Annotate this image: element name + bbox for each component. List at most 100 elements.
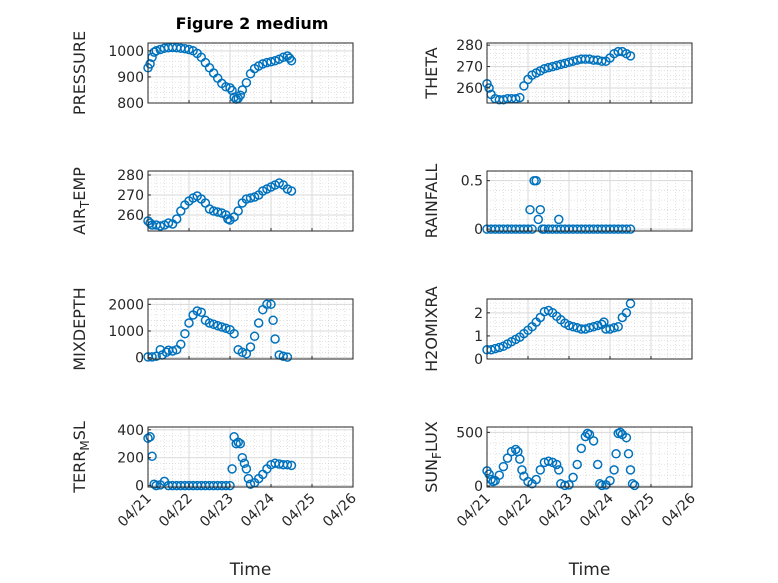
figure-title: Figure 2 medium [176,14,329,33]
plot-area [148,427,353,487]
data-point [145,218,155,228]
data-point [611,449,621,459]
data-point [282,352,293,362]
data-point [204,318,215,328]
data-point [245,342,256,352]
data-point [241,348,252,359]
data-point [519,81,529,91]
data-point [605,324,615,334]
x-tick-label: 04/21 [454,491,494,531]
data-point [151,46,161,56]
axes-box [486,298,693,360]
data-point [231,438,241,449]
data-point [161,347,172,358]
data-point [155,221,166,231]
data-point [167,346,178,356]
data-point [613,321,623,332]
data-point [208,319,219,330]
data-series [143,299,293,362]
data-point [192,306,202,316]
data-point [270,334,280,344]
y-axis-label: RAINFALL [422,164,441,239]
axes-box [486,42,693,104]
x-tick-label: 04/25 [279,491,319,531]
x-axis-label: Time [568,560,611,580]
data-point [225,83,235,93]
data-point [625,51,636,61]
y-tick-label: 0 [135,479,144,495]
data-point [149,47,159,57]
subplot-7: 0 200 400 04/21 04/22 04/23 04/24 04/25 04/26 TER… [70,421,360,580]
x-tick-label: 04/23 [197,491,237,531]
data-point [163,218,174,228]
y-tick-label: 270 [117,188,144,204]
data-point [615,427,626,438]
data-point [580,324,591,334]
plot-area [148,299,353,359]
data-point [266,57,276,67]
data-point [245,193,256,203]
y-tick-label: 1000 [108,44,144,60]
data-point [268,315,278,326]
data-point [237,85,248,95]
data-point [149,479,159,489]
data-point [180,328,190,339]
y-tick-label: 500 [456,425,483,441]
y-axis-label: H2OMIXRA [422,286,441,372]
data-point [551,459,562,470]
plot-area [148,43,353,103]
axes-box [486,426,693,488]
data-point [217,322,227,332]
data-point [554,465,564,475]
data-point [568,472,578,483]
data-point [588,436,599,446]
data-point [533,214,544,225]
y-tick-label: 0 [474,352,483,368]
axes-box [147,298,354,360]
y-axis-label: PRESSURE [70,31,89,115]
x-tick-label: 04/22 [495,491,535,531]
data-point [609,465,619,475]
y-axis-label: MIXDEPTH [70,287,89,370]
data-point [621,224,632,234]
y-tick-label: 280 [456,38,483,54]
data-point [151,351,161,362]
axes-box [147,426,354,488]
plot-area [487,171,692,231]
y-tick-label: 1 [474,329,483,345]
data-point [484,469,494,479]
y-tick-label: 2 [474,306,483,322]
data-point [249,331,260,342]
data-series [143,432,297,491]
data-point [498,461,509,472]
data-point [584,323,595,333]
data-series [143,42,297,104]
data-point [212,320,223,331]
data-point [621,432,632,443]
data-point [286,460,297,471]
data-point [625,465,636,475]
data-point [484,83,494,93]
data-point [266,299,276,310]
data-point [239,458,250,469]
subplot-5: 0 1000 2000 MIXDEPTH [70,287,354,371]
data-series [482,46,636,105]
data-point [241,77,252,88]
subplot-1: 800 900 1000 PRESSURE [70,31,354,115]
data-point [517,465,527,475]
data-point [225,480,235,491]
axes-box [486,170,693,232]
data-point [253,318,264,328]
data-series [482,298,636,355]
data-point [515,454,525,464]
data-point [510,444,521,455]
data-point [151,480,161,491]
data-point [621,308,632,318]
x-axis-label: Time [229,560,272,580]
y-tick-label: 1000 [108,324,144,340]
data-point [609,323,619,333]
x-tick-label: 04/25 [618,491,658,531]
axes-box [147,42,354,104]
y-tick-label: 260 [117,208,144,224]
y-tick-label: 200 [117,451,144,467]
